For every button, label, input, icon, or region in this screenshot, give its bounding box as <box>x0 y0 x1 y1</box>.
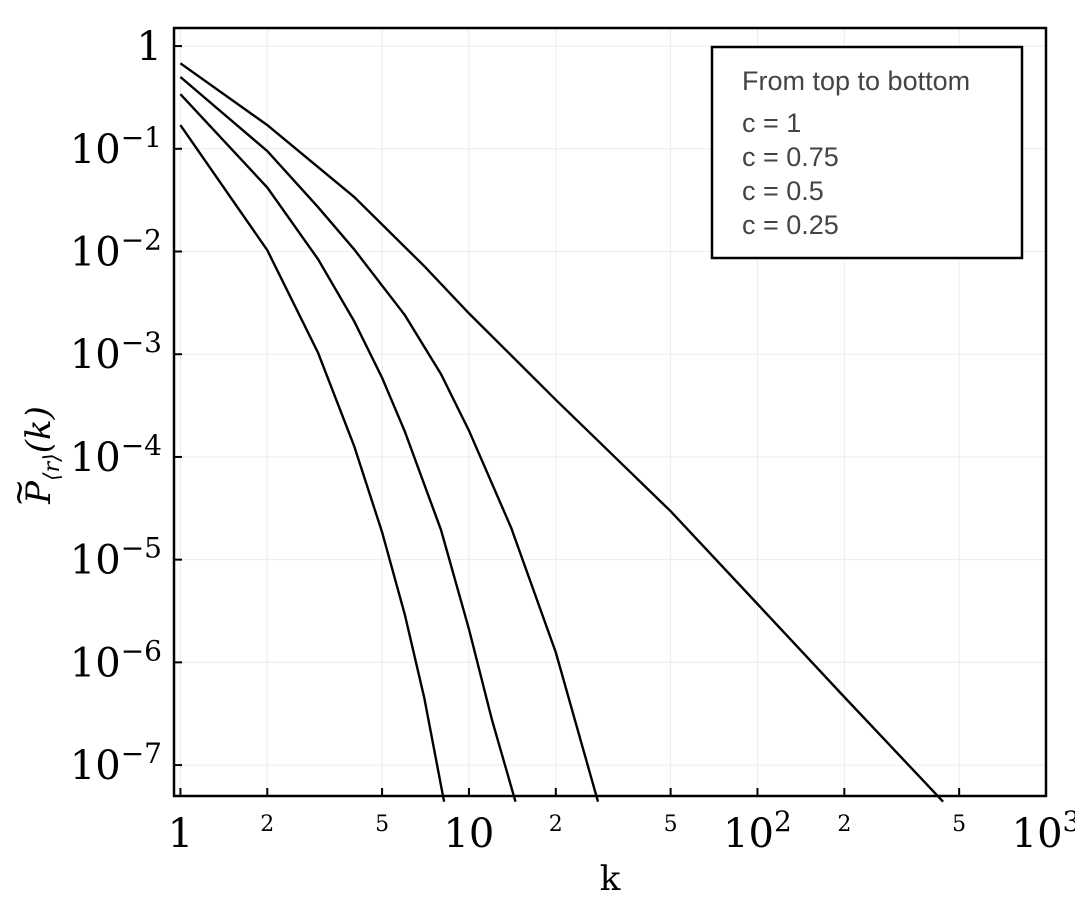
plot-frame <box>172 26 1048 798</box>
y-tick-label: 10−7 <box>70 737 162 789</box>
series-line-1 <box>179 62 944 803</box>
legend-entry: c = 1 <box>742 108 801 138</box>
y-tick-label: 10−5 <box>70 532 162 584</box>
y-tick-label: 10−4 <box>70 429 162 481</box>
y-label-tilde: ~ <box>0 479 39 508</box>
series-line-2 <box>179 76 600 803</box>
y-tick-label: 10−2 <box>70 224 162 276</box>
x-tick-label: 1 <box>168 811 193 857</box>
y-tick-label: 10−3 <box>70 326 162 378</box>
legend-title: From top to bottom <box>742 66 970 96</box>
series-group <box>179 62 944 803</box>
x-minor-tick-label: 5 <box>375 812 389 837</box>
x-minor-tick-label: 2 <box>549 812 563 837</box>
x-minor-tick-label: 5 <box>664 812 678 837</box>
x-tick-label: 102 <box>723 805 792 857</box>
svg-text:P⟨r⟩(k): P⟨r⟩(k) <box>19 406 65 505</box>
y-label-subscript: ⟨r⟩ <box>40 453 65 481</box>
legend-entry: c = 0.5 <box>742 176 824 206</box>
x-minor-tick-label: 5 <box>952 812 966 837</box>
x-tick-label: 103 <box>1012 805 1075 857</box>
x-tick-label: 10 <box>443 811 494 857</box>
legend-entry: c = 0.25 <box>742 210 839 240</box>
legend-entry: c = 0.75 <box>742 142 839 172</box>
y-label-base: P <box>19 480 59 505</box>
legend: From top to bottom c = 1 c = 0.75 c = 0.… <box>710 45 1024 260</box>
x-axis-label: k <box>600 859 621 899</box>
y-tick-label: 1 <box>137 24 162 70</box>
y-axis-label: P⟨r⟩(k) ~ <box>0 406 65 507</box>
series-line-3 <box>179 93 517 803</box>
y-label-argument: (k) <box>19 406 59 453</box>
series-line-4 <box>179 124 446 802</box>
legend-box <box>710 45 1024 260</box>
x-minor-tick-label: 2 <box>837 812 851 837</box>
y-tick-label: 10−1 <box>70 121 162 173</box>
y-tick-label: 10−6 <box>70 634 162 686</box>
x-minor-tick-label: 2 <box>260 812 274 837</box>
